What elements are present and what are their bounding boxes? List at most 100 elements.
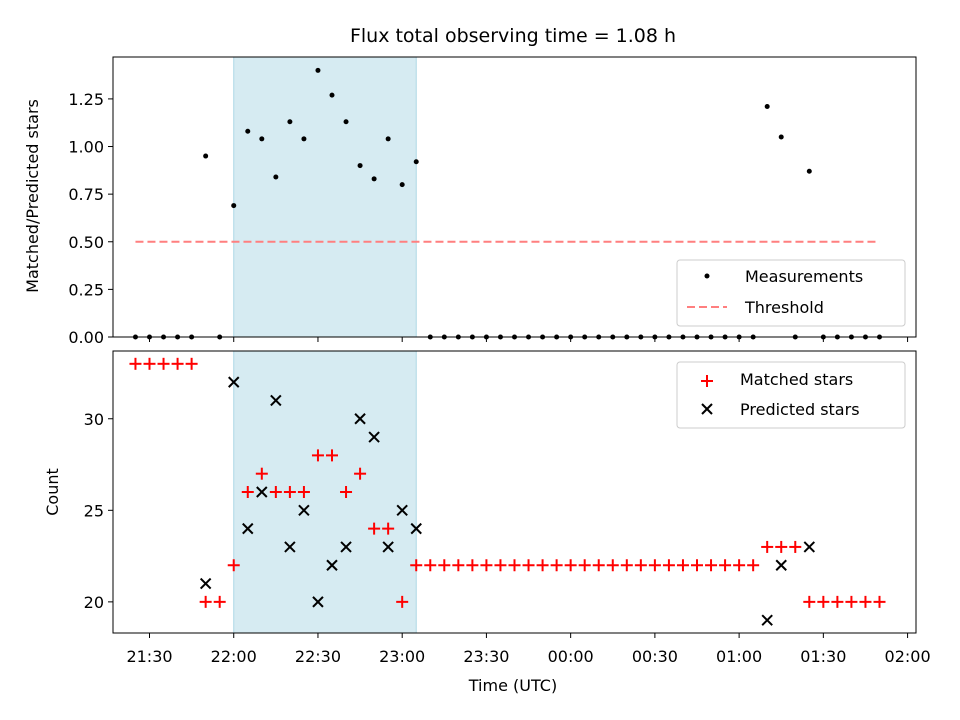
predicted-point (270, 394, 282, 407)
bottom-y-ticks: 20 25 30 (84, 410, 113, 612)
legend-matched-marker (701, 375, 713, 387)
matched-point (410, 559, 423, 572)
measurement-point (399, 182, 405, 188)
predicted-point (312, 596, 324, 608)
chart-title: Flux total observing time = 1.08 h (350, 25, 676, 47)
matched-point (620, 559, 633, 572)
predicted-point (410, 522, 422, 535)
x-tick-label: 22:00 (211, 647, 257, 666)
matched-point (719, 559, 732, 572)
matched-point (466, 559, 479, 572)
matched-point (171, 357, 184, 370)
top-ylabel: Matched/Predicted stars (23, 99, 42, 293)
matched-point (803, 595, 816, 608)
matched-point (606, 559, 619, 572)
measurement-point (259, 136, 265, 142)
matched-point (297, 486, 310, 498)
bottom-panel: 20 25 30 21:30 22:00 22:30 23:00 23:30 00:00 00:… (43, 350, 931, 695)
matched-point (845, 595, 858, 608)
measurement-point (329, 92, 335, 98)
x-tick-label: 02:00 (885, 647, 931, 666)
bottom-series (129, 357, 886, 626)
measurement-point (343, 119, 349, 125)
matched-point (157, 357, 170, 370)
legend-measurements-label: Measurements (745, 267, 863, 286)
matched-point (648, 559, 661, 572)
matched-point (185, 357, 198, 370)
matched-point (705, 559, 718, 572)
matched-point (199, 595, 212, 608)
x-tick-label: 01:00 (716, 647, 762, 666)
y-tick-label: 1.25 (68, 90, 104, 109)
matched-point (508, 559, 521, 572)
y-tick-label: 0.00 (68, 328, 104, 347)
predicted-point (256, 486, 268, 498)
measurement-point (413, 159, 419, 165)
bottom-legend-box (676, 361, 906, 429)
matched-point (522, 559, 535, 572)
matched-point (592, 559, 605, 572)
legend-matched-label: Matched stars (740, 370, 853, 389)
top-axes-frame (112, 56, 917, 338)
predicted-point (803, 541, 816, 553)
y-tick-label: 1.00 (68, 138, 104, 157)
matched-point (494, 559, 507, 572)
measurement-point (231, 203, 237, 209)
matched-point (817, 595, 830, 608)
x-tick-label: 00:30 (632, 647, 678, 666)
predicted-point (382, 541, 394, 553)
bottom-legend: Matched stars Predicted stars (676, 361, 906, 429)
measurement-point (357, 163, 363, 169)
matched-point (143, 357, 156, 370)
matched-point (859, 595, 872, 608)
matched-point (733, 559, 746, 572)
bottom-xlabel: Time (UTC) (468, 676, 557, 695)
measurement-point (245, 128, 251, 134)
matched-point (761, 540, 774, 553)
top-panel: 0.00 0.25 0.50 0.75 1.00 1.25 Matched/Predict… (23, 56, 917, 347)
matched-point (789, 540, 802, 553)
x-tick-label: 23:00 (379, 647, 425, 666)
x-tick-label: 01:30 (800, 647, 846, 666)
predicted-point (368, 431, 380, 443)
x-tick-label: 22:30 (295, 647, 341, 666)
predicted-point (228, 376, 240, 388)
predicted-point (284, 541, 296, 553)
top-legend: Measurements Threshold (676, 259, 906, 327)
measurement-point (385, 136, 391, 142)
matched-point (255, 467, 268, 480)
measurement-point (203, 153, 209, 159)
bottom-highlight-span (233, 350, 417, 634)
predicted-point (761, 614, 773, 626)
matched-point (438, 559, 451, 572)
matched-point (326, 449, 338, 462)
matched-point (396, 595, 409, 608)
matched-point (213, 595, 226, 608)
predicted-point (298, 504, 310, 517)
matched-point (227, 559, 240, 572)
matched-point (311, 449, 324, 462)
top-highlight-span (233, 56, 417, 338)
x-tick-label: 00:00 (548, 647, 594, 666)
y-tick-label: 0.50 (68, 233, 104, 252)
measurement-point (287, 119, 293, 125)
bottom-ylabel: Count (43, 468, 62, 516)
y-tick-label: 20 (84, 593, 104, 612)
matched-point (676, 559, 689, 572)
predicted-point (242, 522, 254, 535)
matched-point (691, 559, 703, 572)
matched-point (831, 595, 844, 608)
matched-point (662, 559, 675, 572)
matched-point (269, 486, 282, 498)
x-tick-label: 21:30 (126, 647, 172, 666)
predicted-point (199, 577, 212, 590)
legend-measurements-marker (704, 273, 710, 279)
matched-point (536, 559, 549, 572)
predicted-point (326, 559, 338, 571)
bottom-x-ticks: 21:30 22:00 22:30 23:00 23:30 00:00 00:30 01:00… (126, 633, 931, 666)
matched-point (480, 559, 493, 572)
matched-point (634, 559, 647, 572)
matched-point (775, 540, 788, 553)
y-tick-label: 0.75 (68, 185, 104, 204)
